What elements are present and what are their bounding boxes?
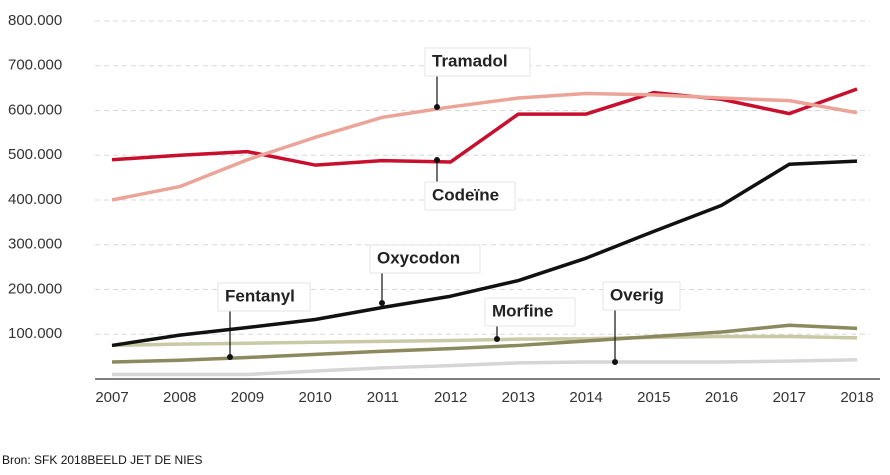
series-line: [111, 323, 858, 364]
y-tick-label: 400.000: [8, 191, 62, 208]
series-label: Oxycodon: [377, 248, 460, 267]
series-line: [112, 358, 858, 377]
series-line: [111, 91, 858, 202]
series-label: Morfine: [492, 301, 553, 320]
y-tick-label: 100.000: [8, 325, 62, 342]
pointer-dot: [612, 359, 618, 365]
y-tick-label: 500.000: [8, 146, 62, 163]
x-tick-label: 2018: [840, 389, 873, 406]
y-tick-label: 300.000: [8, 236, 62, 253]
x-tick-label: 2010: [298, 389, 331, 406]
label-box: [484, 297, 576, 327]
x-tick-label: 2011: [367, 389, 399, 406]
series-line: [111, 334, 858, 348]
x-tick-label: 2008: [163, 389, 196, 406]
label-box: [424, 181, 516, 211]
x-tick-label: 2014: [569, 389, 602, 406]
series-label: Fentanyl: [225, 286, 295, 305]
series-label: Tramadol: [432, 51, 508, 70]
x-tick-label: 2009: [231, 389, 264, 406]
series-line: [111, 159, 858, 348]
label-box: [424, 47, 531, 77]
y-tick-label: 800.000: [8, 12, 62, 29]
series-line: [111, 87, 858, 167]
x-tick-label: 2016: [705, 389, 738, 406]
y-tick-label: 700.000: [8, 57, 62, 74]
label-box: [602, 281, 681, 311]
x-tick-label: 2012: [434, 389, 467, 406]
source: Bron: SFK 2018BEELD JET DE NIES: [2, 453, 203, 467]
series-label: Overig: [610, 285, 664, 304]
y-tick-label: 600.000: [8, 101, 62, 118]
pointer-dot: [434, 104, 440, 110]
pointer-dot: [227, 354, 233, 360]
x-tick-label: 2017: [773, 389, 806, 406]
label-box: [369, 244, 481, 274]
x-tick-label: 2015: [637, 389, 670, 406]
pointer-dot: [434, 157, 440, 163]
pointer-dot: [494, 336, 500, 342]
series-label: Codeïne: [432, 185, 499, 204]
label-box: [217, 282, 311, 312]
x-tick-label: 2013: [502, 389, 535, 406]
pointer-dot: [379, 300, 385, 306]
y-tick-label: 200.000: [8, 280, 62, 297]
x-tick-label: 2007: [95, 389, 128, 406]
